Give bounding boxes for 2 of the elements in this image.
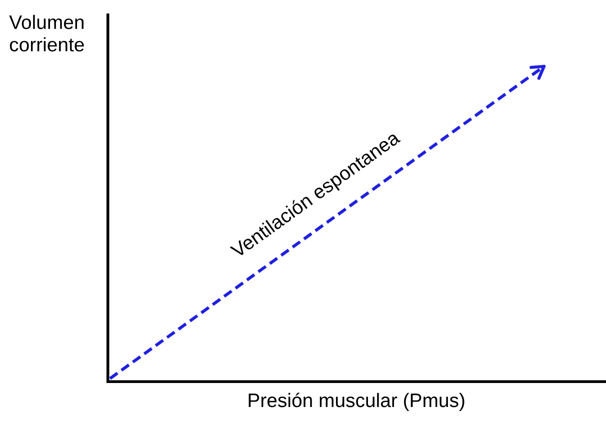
y-axis-title: Volumen corriente	[9, 14, 84, 52]
x-axis-title: Presión muscular (Pmus)	[248, 392, 464, 412]
